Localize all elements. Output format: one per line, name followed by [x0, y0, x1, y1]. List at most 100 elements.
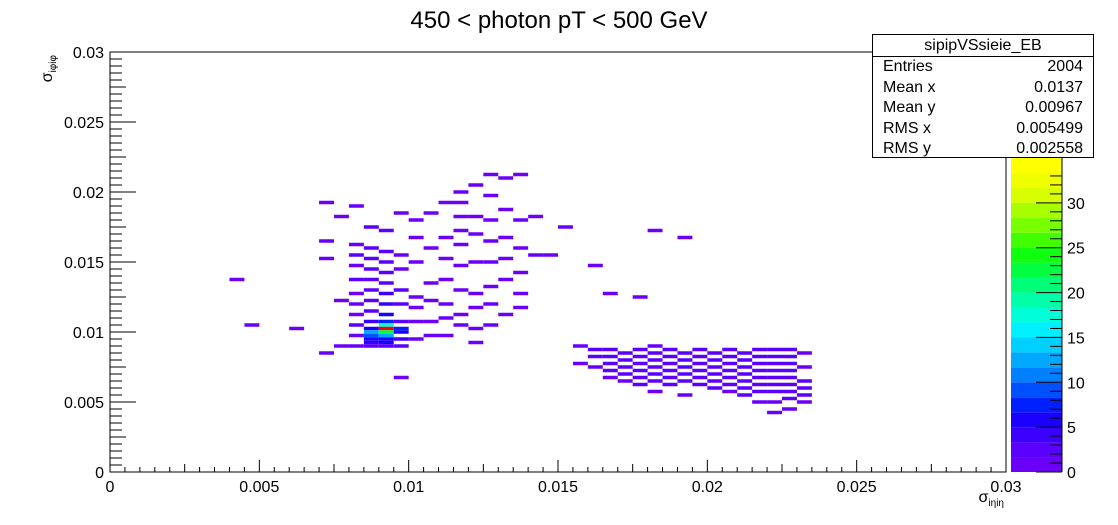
heatmap-bin: [737, 351, 753, 355]
heatmap-bin: [378, 291, 394, 296]
heatmap-bin: [378, 270, 394, 275]
palette-tick-label: 25: [1067, 241, 1085, 258]
heatmap-bin: [662, 382, 678, 387]
heatmap-bin: [722, 375, 738, 380]
heatmap-bin: [483, 218, 499, 222]
heatmap-bin: [602, 354, 618, 359]
heatmap-bin: [393, 326, 409, 331]
heatmap-bin: [752, 354, 768, 359]
y-tick-label: 0.015: [64, 255, 104, 272]
heatmap-bin: [677, 235, 693, 240]
heatmap-bin: [378, 323, 394, 327]
y-tick-label: 0.025: [64, 115, 104, 132]
heatmap-bin: [363, 344, 379, 348]
heatmap-bin: [468, 305, 484, 310]
heatmap-bin: [752, 361, 768, 366]
heatmap-bin: [423, 281, 439, 285]
heatmap-bin: [363, 225, 379, 229]
heatmap-bin: [363, 277, 379, 282]
heatmap-bin: [468, 260, 484, 264]
heatmap-bin: [632, 361, 648, 366]
x-tick-label: 0: [106, 479, 115, 496]
heatmap-bin: [752, 375, 768, 380]
heatmap-bin: [632, 354, 648, 359]
heatmap-bin: [408, 218, 424, 222]
heatmap-bin: [423, 298, 439, 303]
heatmap-bin: [602, 347, 618, 352]
heatmap-bin: [587, 354, 603, 359]
heatmap-bin: [378, 337, 394, 341]
x-tick-label: 0.01: [393, 479, 424, 496]
heatmap-bin: [692, 361, 708, 366]
palette-swatch: [1011, 352, 1062, 368]
heatmap-bin: [722, 368, 738, 373]
stats-label: RMS x: [883, 119, 931, 137]
heatmap-bin: [796, 386, 812, 390]
heatmap-bin: [617, 379, 633, 383]
palette-tick-label: 30: [1067, 196, 1085, 213]
heatmap-bin: [513, 218, 529, 222]
heatmap-bin: [647, 344, 663, 348]
heatmap-bin: [378, 260, 394, 264]
heatmap-bin: [363, 288, 379, 292]
heatmap-bin: [408, 295, 424, 299]
heatmap-bin: [378, 330, 394, 334]
heatmap-bin: [378, 302, 394, 306]
heatmap-bin: [363, 326, 379, 331]
x-tick-label: 0.03: [990, 479, 1021, 496]
heatmap-bin: [617, 365, 633, 369]
palette-swatch: [1011, 412, 1062, 428]
heatmap-bin: [782, 382, 797, 387]
heatmap-bin: [647, 379, 663, 383]
heatmap-bin: [393, 302, 409, 306]
heatmap-bin: [393, 267, 409, 271]
palette-swatch: [1011, 367, 1062, 383]
heatmap-bin: [767, 347, 782, 352]
heatmap-bin: [647, 372, 663, 376]
heatmap-bin: [453, 288, 469, 292]
heatmap-bin: [737, 379, 753, 383]
palette-swatch: [1011, 397, 1062, 413]
heatmap-bin: [498, 256, 514, 261]
stats-value: 0.00967: [1025, 99, 1083, 116]
stats-title: sipipVSsieie_EB: [873, 35, 1093, 57]
x-tick-label: 0.015: [538, 479, 578, 496]
heatmap-bin: [737, 393, 753, 397]
y-axis-label: σiφiφ: [39, 54, 59, 82]
heatmap-bin: [229, 277, 245, 282]
heatmap-bin: [752, 368, 768, 373]
heatmap-bin: [483, 302, 499, 306]
palette-swatch: [1011, 382, 1062, 398]
heatmap-bin: [707, 379, 723, 383]
heatmap-bin: [363, 333, 379, 338]
heatmap-bin: [796, 365, 812, 369]
heatmap-bin: [319, 351, 334, 355]
heatmap-bin: [796, 379, 812, 383]
heatmap-bin: [647, 389, 663, 394]
palette-swatch: [1011, 427, 1062, 443]
heatmap-bin: [348, 312, 364, 317]
heatmap-bin: [677, 372, 693, 376]
heatmap-bin: [363, 340, 379, 345]
palette-tick-label: 15: [1067, 330, 1085, 347]
heatmap-bin: [737, 365, 753, 369]
heatmap-bin: [782, 368, 797, 373]
heatmap-bin: [393, 319, 409, 324]
heatmap-bin: [393, 344, 409, 348]
heatmap-bin: [483, 193, 499, 198]
stats-box: sipipVSsieie_EB Entries 2004 Mean x 0.01…: [872, 34, 1094, 158]
heatmap-bin: [572, 344, 588, 348]
heatmap-bin: [767, 375, 782, 380]
heatmap-bin: [498, 207, 514, 212]
heatmap-bin: [453, 263, 469, 268]
heatmap-bin: [617, 351, 633, 355]
color-palette: [1011, 158, 1062, 472]
palette-swatch: [1011, 247, 1062, 263]
heatmap-bin: [498, 312, 514, 317]
heatmap-bin: [692, 368, 708, 373]
heatmap-bin: [647, 358, 663, 362]
heatmap-bin: [528, 253, 544, 257]
heatmap-bin: [408, 319, 424, 324]
heatmap-bin: [453, 190, 469, 194]
heatmap-bin: [782, 354, 797, 359]
